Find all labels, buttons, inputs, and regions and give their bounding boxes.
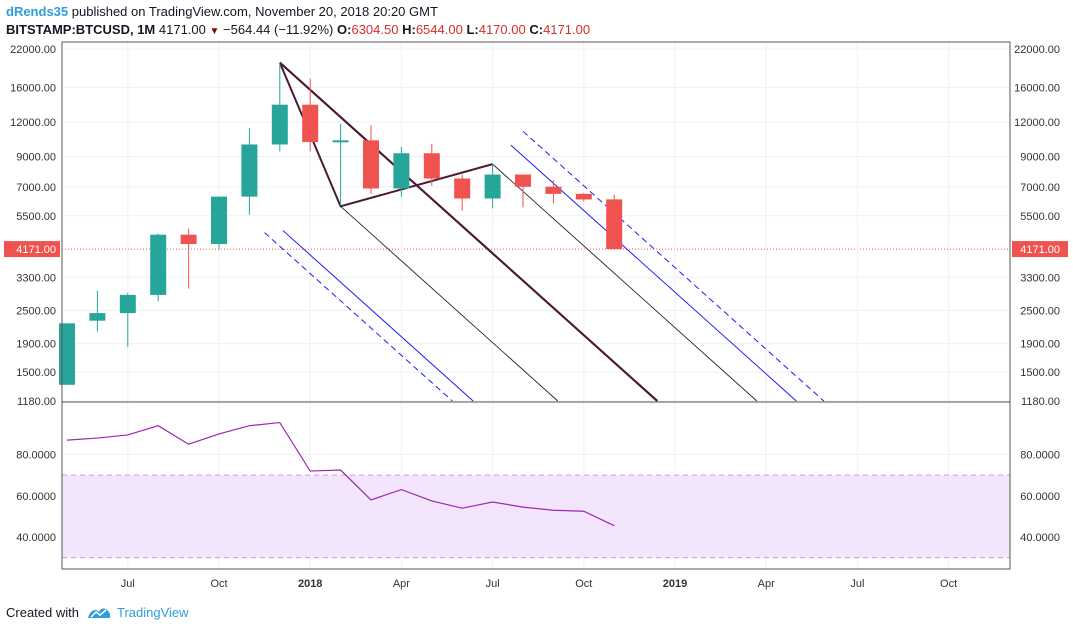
- close-label: C:: [529, 22, 544, 37]
- rsi-tick-label-right: 60.0000: [1020, 491, 1060, 503]
- author-name[interactable]: dRends35: [6, 4, 69, 19]
- price-tick-label-right: 12000.00: [1014, 117, 1060, 129]
- time-tick-label: Jul: [850, 578, 864, 590]
- price-tick-label-left: 16000.00: [10, 82, 56, 94]
- time-tick-label: Oct: [575, 578, 592, 590]
- low-value: 4170.00: [478, 22, 526, 37]
- candle-body: [271, 104, 288, 145]
- high-value: 6544.00: [415, 22, 463, 37]
- price-tick-label-left: 1500.00: [16, 367, 56, 379]
- candle-body: [150, 234, 167, 295]
- candle-body: [363, 140, 379, 189]
- last-price-tag-right: [1012, 241, 1068, 258]
- candle-body: [515, 174, 531, 187]
- price-tick-label-left: 22000.00: [10, 44, 56, 56]
- time-tick-label: 2018: [298, 578, 322, 590]
- price-tick-label-right: 1180.00: [1021, 396, 1060, 408]
- tradingview-logo-icon[interactable]: [87, 606, 111, 620]
- price-tick-label-right: 5500.00: [1020, 211, 1060, 223]
- candle-body: [59, 323, 75, 385]
- lower-channel-line: [282, 230, 474, 402]
- rsi-line: [66, 421, 615, 527]
- rsi-indicator: [62, 421, 1010, 559]
- candle-body: [423, 153, 440, 179]
- candles: [59, 62, 623, 385]
- candle-body: [302, 104, 319, 143]
- candle-body: [545, 186, 562, 194]
- rsi-tick-label-right: 80.0000: [1020, 450, 1060, 462]
- rsi-tick-label-left: 60.0000: [16, 491, 56, 503]
- pitchfork-upper-tine: [492, 163, 758, 402]
- tradingview-link[interactable]: TradingView: [116, 605, 189, 620]
- price-tick-label-right: 1500.00: [1020, 367, 1060, 379]
- price-tick-label-right: 1900.00: [1020, 339, 1060, 351]
- created-with-label: Created with: [6, 605, 79, 620]
- pitchfork-drawing[interactable]: [264, 61, 825, 402]
- publish-info: published on TradingView.com, November 2…: [68, 4, 438, 19]
- upper-channel-dashed: [522, 130, 825, 402]
- symbol-label: BITSTAMP:BTCUSD, 1M: [6, 22, 156, 37]
- time-tick-label: Jul: [121, 578, 135, 590]
- open-value: 6304.50: [351, 22, 399, 37]
- candle-body: [606, 199, 623, 250]
- candle-body: [454, 178, 471, 199]
- price-tick-label-left: 5500.00: [16, 211, 56, 223]
- rsi-tick-label-left: 80.0000: [16, 450, 56, 462]
- symbol-line: BITSTAMP:BTCUSD, 1M 4171.00 ▼ −564.44 (−…: [6, 22, 590, 37]
- candle-body: [180, 234, 197, 245]
- candle-body: [241, 144, 258, 197]
- candle-body: [332, 140, 349, 143]
- price-tick-label-left: 4171.00: [16, 244, 56, 256]
- price-tick-label-left: 1900.00: [16, 339, 56, 351]
- candle-body: [119, 294, 136, 314]
- last-price: 4171.00: [158, 22, 206, 37]
- open-label: O:: [337, 22, 352, 37]
- time-tick-label: Oct: [940, 578, 957, 590]
- publish-line: dRends35 published on TradingView.com, N…: [6, 4, 438, 19]
- price-tick-label-left: 1180.00: [17, 396, 56, 408]
- footer: Created with TradingView: [6, 605, 189, 620]
- price-tick-label-left: 2500.00: [16, 306, 56, 318]
- rsi-tick-label-left: 40.0000: [16, 532, 56, 544]
- time-tick-label: Jul: [486, 578, 500, 590]
- time-tick-label: Apr: [758, 578, 775, 590]
- price-tick-label-right: 3300.00: [1020, 272, 1060, 284]
- price-tick-label-left: 12000.00: [10, 117, 56, 129]
- price-tick-label-left: 3300.00: [16, 272, 56, 284]
- time-tick-label: 2019: [663, 578, 687, 590]
- time-tick-label: Apr: [393, 578, 410, 590]
- candle-body: [484, 174, 501, 199]
- close-value: 4171.00: [543, 22, 591, 37]
- price-tick-label-right: 7000.00: [1020, 182, 1060, 194]
- axis-labels: 22000.00 22000.00 16000.00 16000.00 12000.00…: [4, 44, 1068, 590]
- price-tick-label-right: 22000.00: [1014, 44, 1060, 56]
- rsi-band: [62, 475, 1010, 558]
- price-tick-label-right: 16000.00: [1014, 82, 1060, 94]
- low-label: L:: [466, 22, 479, 37]
- time-tick-label: Oct: [210, 578, 227, 590]
- price-tick-label-right: 4171.00: [1020, 244, 1060, 256]
- last-price-tag-left: [4, 241, 60, 258]
- price-tick-label-left: 9000.00: [16, 152, 56, 164]
- plot-border: [61, 41, 1011, 570]
- price-tick-label-left: 7000.00: [16, 182, 56, 194]
- candle-body: [393, 153, 410, 189]
- pitchfork-median-line: [279, 61, 659, 402]
- chart-frame: [61, 41, 1011, 570]
- down-arrow-icon: ▼: [209, 26, 220, 37]
- high-label: H:: [402, 22, 416, 37]
- price-tick-label-right: 2500.00: [1020, 306, 1060, 318]
- candle-body: [575, 193, 592, 200]
- pitchfork-lower-tine: [340, 206, 559, 402]
- price-tick-label-right: 9000.00: [1020, 152, 1060, 164]
- rsi-tick-label-right: 40.0000: [1020, 532, 1060, 544]
- candle-body: [89, 313, 106, 321]
- lower-channel-dashed: [264, 232, 453, 402]
- price-change: −564.44 (−11.92%): [223, 22, 334, 37]
- candle-body: [211, 196, 227, 245]
- price-chart[interactable]: 22000.00 22000.00 16000.00 16000.00 12000.00…: [0, 0, 1073, 600]
